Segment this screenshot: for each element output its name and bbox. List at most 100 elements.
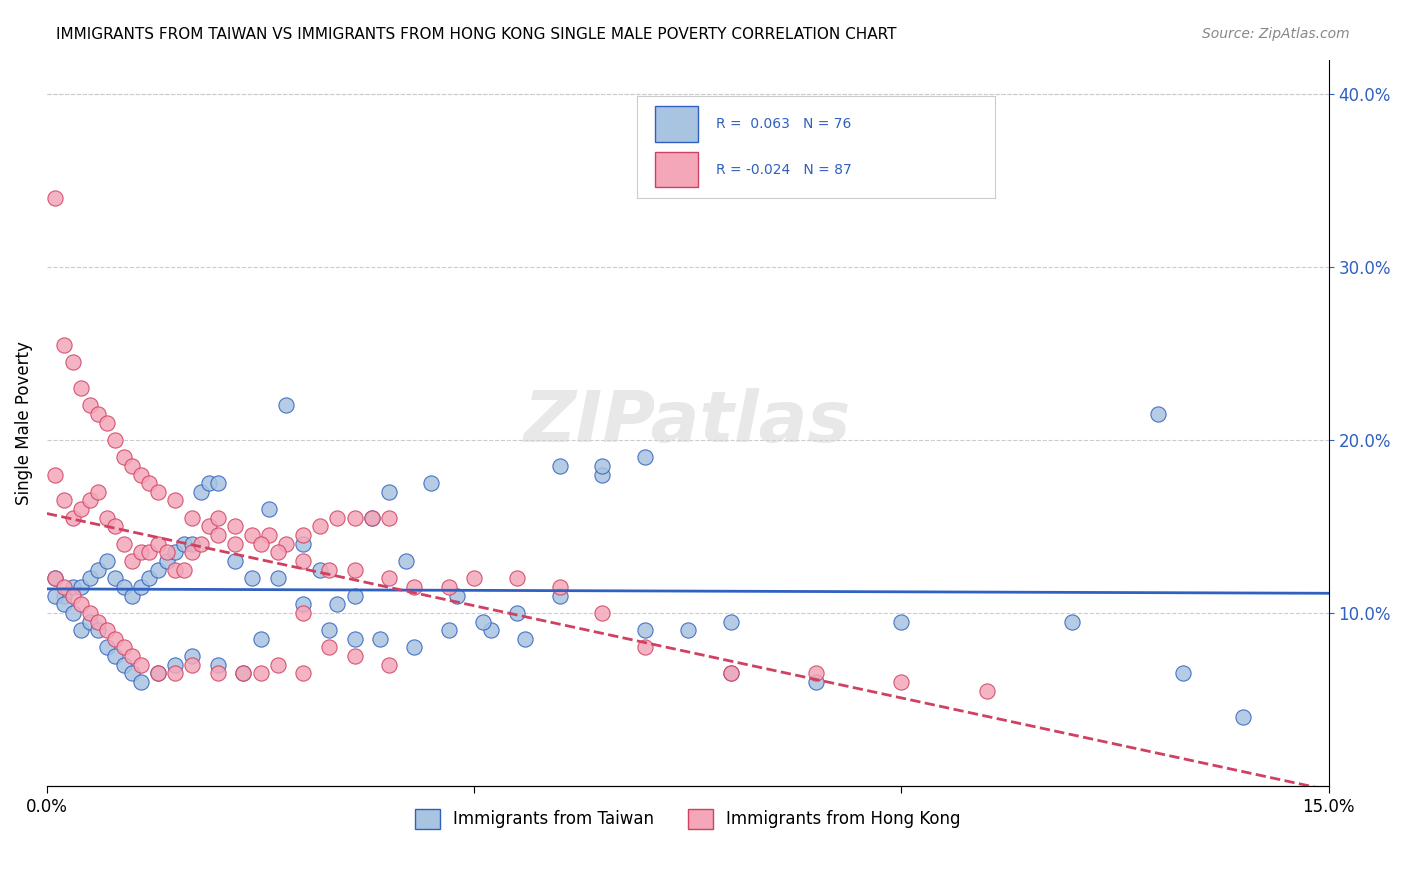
Point: [437, 580, 460, 594]
Point: [634, 640, 657, 655]
Point: [404, 580, 426, 594]
Point: [266, 657, 288, 672]
Point: [79, 606, 101, 620]
Point: [506, 606, 529, 620]
Point: [377, 484, 399, 499]
Y-axis label: Single Male Poverty: Single Male Poverty: [15, 341, 32, 505]
Point: [155, 554, 177, 568]
Point: [548, 589, 571, 603]
Point: [79, 493, 101, 508]
Point: [87, 563, 110, 577]
Point: [292, 606, 315, 620]
Point: [446, 589, 468, 603]
Point: [44, 571, 66, 585]
Point: [804, 666, 827, 681]
Point: [257, 528, 280, 542]
Point: [224, 554, 246, 568]
Point: [309, 519, 332, 533]
Point: [146, 537, 169, 551]
Point: [479, 623, 502, 637]
Text: ZIPatlas: ZIPatlas: [524, 388, 852, 458]
Point: [318, 563, 340, 577]
Point: [249, 632, 271, 646]
Point: [146, 666, 169, 681]
Point: [96, 640, 118, 655]
Point: [292, 597, 315, 611]
Point: [104, 571, 127, 585]
Point: [309, 563, 332, 577]
Point: [181, 537, 204, 551]
Point: [591, 458, 613, 473]
Point: [1232, 709, 1254, 723]
Point: [138, 571, 160, 585]
Point: [129, 545, 152, 559]
Point: [129, 675, 152, 690]
Point: [343, 589, 366, 603]
Point: [53, 338, 76, 352]
Point: [70, 381, 93, 395]
Point: [343, 632, 366, 646]
Point: [198, 519, 221, 533]
Point: [173, 563, 195, 577]
Text: IMMIGRANTS FROM TAIWAN VS IMMIGRANTS FROM HONG KONG SINGLE MALE POVERTY CORRELAT: IMMIGRANTS FROM TAIWAN VS IMMIGRANTS FRO…: [56, 27, 897, 42]
Point: [79, 571, 101, 585]
Point: [70, 623, 93, 637]
Point: [377, 571, 399, 585]
Point: [53, 589, 76, 603]
Point: [318, 623, 340, 637]
Point: [70, 597, 93, 611]
Point: [121, 666, 143, 681]
Point: [190, 484, 212, 499]
Point: [548, 458, 571, 473]
Point: [44, 589, 66, 603]
Point: [257, 502, 280, 516]
Point: [292, 666, 315, 681]
Point: [591, 467, 613, 482]
Point: [96, 554, 118, 568]
Point: [53, 597, 76, 611]
Point: [181, 545, 204, 559]
Point: [96, 623, 118, 637]
Point: [249, 666, 271, 681]
Point: [506, 571, 529, 585]
Point: [165, 493, 187, 508]
Point: [138, 476, 160, 491]
Point: [129, 580, 152, 594]
Point: [318, 640, 340, 655]
Point: [515, 632, 537, 646]
Point: [104, 649, 127, 664]
Point: [112, 657, 135, 672]
Point: [548, 580, 571, 594]
Point: [70, 580, 93, 594]
Point: [232, 666, 254, 681]
Point: [1062, 615, 1084, 629]
Point: [292, 537, 315, 551]
Point: [240, 528, 263, 542]
Point: [240, 571, 263, 585]
Point: [395, 554, 418, 568]
Point: [343, 510, 366, 524]
Point: [62, 580, 84, 594]
Point: [165, 666, 187, 681]
Point: [207, 666, 229, 681]
Point: [173, 537, 195, 551]
Point: [181, 657, 204, 672]
Point: [720, 615, 742, 629]
Point: [112, 537, 135, 551]
Point: [207, 510, 229, 524]
Point: [146, 563, 169, 577]
Point: [87, 484, 110, 499]
Point: [112, 580, 135, 594]
Point: [437, 623, 460, 637]
Point: [44, 467, 66, 482]
Point: [420, 476, 443, 491]
Point: [62, 589, 84, 603]
Point: [471, 615, 494, 629]
Point: [104, 632, 127, 646]
Point: [146, 666, 169, 681]
Point: [87, 615, 110, 629]
Point: [165, 657, 187, 672]
Point: [343, 649, 366, 664]
Point: [276, 398, 298, 412]
Point: [129, 467, 152, 482]
